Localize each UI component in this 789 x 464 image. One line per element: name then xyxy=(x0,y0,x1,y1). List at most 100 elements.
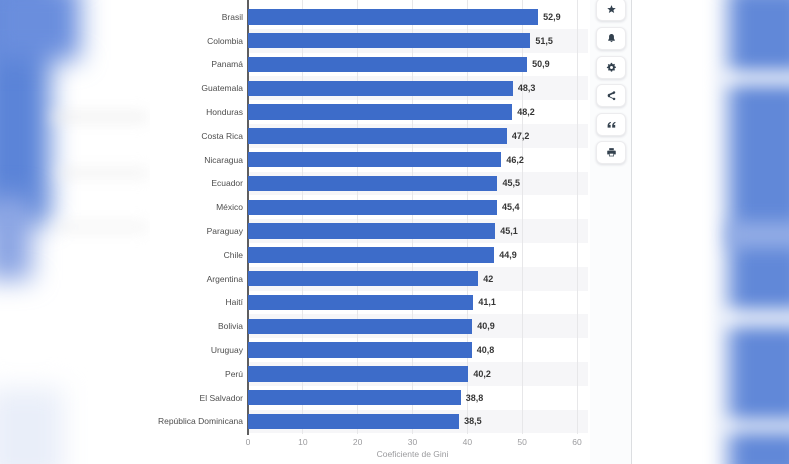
x-tick-label: 20 xyxy=(352,437,363,447)
chart-panel: Brasil 52,9 Colombia 51,5 Panamá 50,9 Guatemal… xyxy=(150,0,590,464)
category-label: Nicaragua xyxy=(204,154,243,165)
category-label: Bolivia xyxy=(217,321,243,332)
chart-row: Ecuador 45,5 xyxy=(150,172,590,196)
chart-row: Nicaragua 46,2 xyxy=(150,148,590,172)
category-label: Panamá xyxy=(211,59,243,70)
bar xyxy=(248,342,472,358)
value-label: 48,3 xyxy=(517,83,536,94)
favorite-button[interactable] xyxy=(596,0,626,21)
chart-row: Haití 41,1 xyxy=(150,291,590,315)
printer-icon xyxy=(606,148,616,157)
bar xyxy=(248,223,496,239)
x-tick-label: 0 xyxy=(245,437,251,447)
quote-icon xyxy=(607,121,616,128)
chart-row: Argentina 42 xyxy=(150,267,590,291)
category-label: República Dominicana xyxy=(157,416,243,427)
category-label: México xyxy=(216,202,243,213)
gridline xyxy=(412,0,413,434)
star-icon xyxy=(606,5,616,14)
category-label: Costa Rica xyxy=(201,130,243,141)
y-axis-line xyxy=(247,0,249,435)
chart-rows: Brasil 52,9 Colombia 51,5 Panamá 50,9 Guatemal… xyxy=(150,0,590,434)
bar xyxy=(248,32,531,49)
chart-row: Bolivia 40,9 xyxy=(150,314,590,338)
chart-row: Perú 40,2 xyxy=(150,362,590,386)
bar xyxy=(248,199,497,216)
value-label: 51,5 xyxy=(535,35,553,46)
category-label: Ecuador xyxy=(211,178,243,189)
bar xyxy=(248,151,502,168)
chart-row: Costa Rica 47,2 xyxy=(150,124,590,148)
value-label: 52,9 xyxy=(543,11,561,22)
bar xyxy=(248,175,498,192)
value-label: 38,8 xyxy=(465,392,484,403)
blurred-shape xyxy=(0,196,32,280)
share-button[interactable] xyxy=(596,84,626,107)
chart-row: Colombia 51,5 xyxy=(150,29,590,53)
blurred-shape xyxy=(58,168,148,178)
value-label: 48,2 xyxy=(517,107,535,118)
blurred-shape xyxy=(728,222,789,248)
value-label: 42 xyxy=(483,273,494,284)
bar xyxy=(248,389,461,406)
value-label: 50,9 xyxy=(532,59,550,70)
category-label: Colombia xyxy=(207,35,243,46)
print-button[interactable] xyxy=(596,141,626,164)
value-label: 38,5 xyxy=(464,416,482,427)
value-label: 40,9 xyxy=(477,321,495,332)
blurred-shape xyxy=(55,222,147,232)
bar xyxy=(248,104,513,120)
chart-row: Uruguay 40,8 xyxy=(150,338,590,362)
action-rail xyxy=(590,0,632,464)
category-label: Haití xyxy=(225,297,243,308)
category-label: Uruguay xyxy=(210,345,243,356)
cite-button[interactable] xyxy=(596,113,626,136)
blurred-shape xyxy=(716,70,789,86)
value-label: 45,4 xyxy=(501,202,520,213)
value-label: 45,1 xyxy=(500,226,518,237)
value-label: 41,1 xyxy=(478,297,496,308)
notifications-button[interactable] xyxy=(596,27,626,50)
blurred-shape xyxy=(52,112,147,122)
bar xyxy=(248,318,473,335)
value-label: 45,5 xyxy=(502,178,521,189)
gridline xyxy=(466,0,468,434)
chart-row: Honduras 48,2 xyxy=(150,100,590,124)
blurred-shape xyxy=(0,0,80,60)
x-tick-label: 10 xyxy=(298,437,308,447)
x-axis-title: Coeficiente de Gini xyxy=(376,449,449,459)
chart-row: El Salvador 38,8 xyxy=(150,386,590,410)
gridline xyxy=(521,0,523,434)
chart-row: Brasil 52,9 xyxy=(150,5,590,29)
gear-icon xyxy=(606,62,616,72)
category-label: El Salvador xyxy=(199,392,243,403)
category-label: Argentina xyxy=(206,273,243,284)
bar xyxy=(248,270,479,287)
x-tick-label: 30 xyxy=(407,437,418,447)
bar xyxy=(248,413,460,430)
share-icon xyxy=(607,91,615,101)
blurred-shape xyxy=(716,418,789,434)
value-label: 40,2 xyxy=(473,368,491,379)
value-label: 40,8 xyxy=(476,345,495,356)
category-label: Paraguay xyxy=(206,226,243,237)
bar xyxy=(248,80,513,97)
chart-row: Paraguay 45,1 xyxy=(150,219,590,243)
blurred-shape xyxy=(0,388,63,464)
x-axis-ticks: 0 10 20 30 40 50 60 xyxy=(246,437,588,447)
category-label: Perú xyxy=(225,368,243,379)
settings-button[interactable] xyxy=(596,56,626,79)
x-tick-label: 60 xyxy=(572,437,582,447)
chart-row: Panamá 50,9 xyxy=(150,53,590,77)
x-tick-label: 50 xyxy=(517,437,527,447)
category-label: Guatemala xyxy=(201,83,243,94)
value-label: 47,2 xyxy=(511,130,530,141)
bar xyxy=(248,9,539,25)
chart-row: República Dominicana 38,5 xyxy=(150,410,590,434)
blurred-shape xyxy=(716,308,789,328)
chart-row: Guatemala 48,3 xyxy=(150,76,590,100)
gridline xyxy=(357,0,359,434)
category-label: Chile xyxy=(223,249,243,260)
